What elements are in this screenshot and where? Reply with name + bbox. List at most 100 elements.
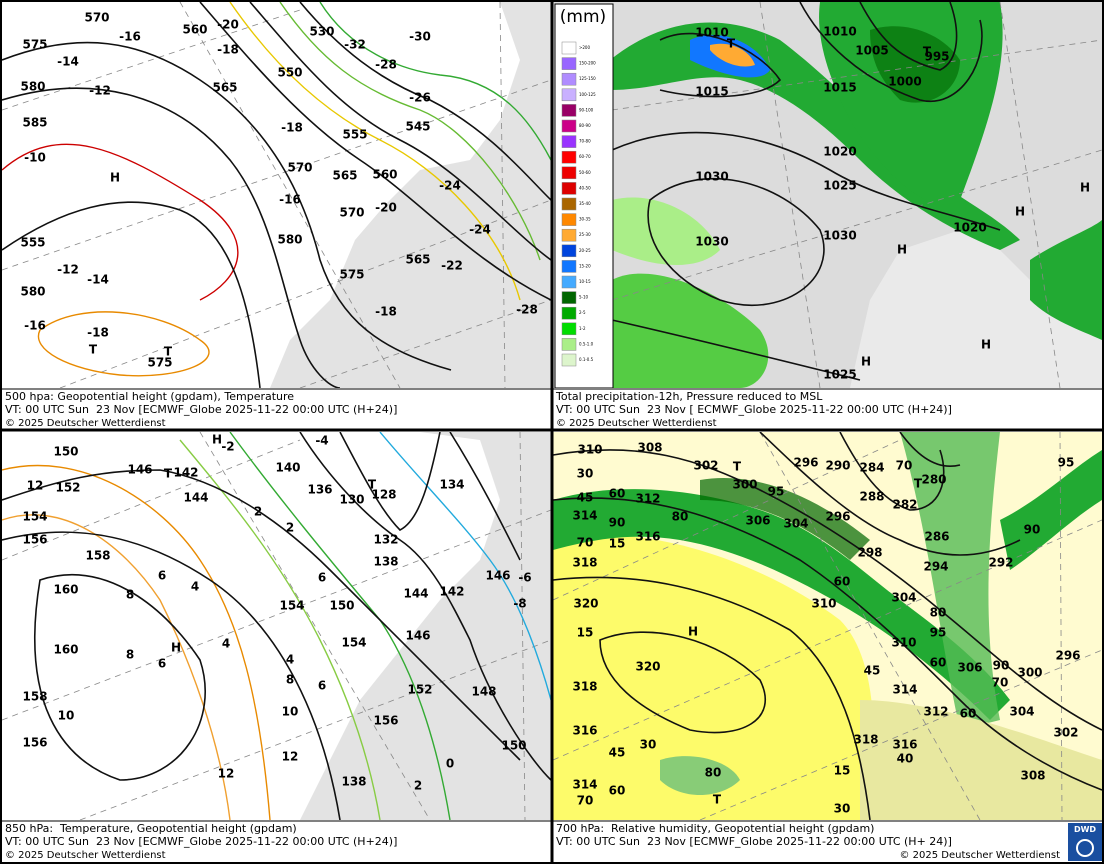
contour-label: -16 [119, 30, 141, 44]
contour-label: 60 [930, 656, 947, 670]
contour-label: 0 [446, 757, 454, 771]
contour-label: 1015 [823, 81, 856, 95]
contour-label: 150 [501, 739, 526, 753]
contour-label: 70 [577, 794, 594, 808]
legend-swatch [561, 322, 577, 336]
legend-label: 30-35 [579, 217, 591, 222]
legend-label: 80-90 [579, 123, 591, 128]
contour-label: 288 [859, 490, 884, 504]
caption-line: © 2025 Deutscher Wetterdienst [899, 850, 1060, 861]
contour-label: 30 [834, 802, 851, 816]
legend-swatch [561, 228, 577, 242]
legend-label: 15-20 [579, 263, 591, 268]
contour-label: 580 [20, 285, 45, 299]
contour-label: 8 [126, 648, 134, 662]
legend-label: >200 [579, 45, 590, 50]
contour-label: 45 [577, 491, 594, 505]
contour-label: 310 [811, 597, 836, 611]
contour-label: -18 [217, 43, 239, 57]
contour-label: 312 [923, 705, 948, 719]
contour-label: -20 [217, 18, 239, 32]
caption-line: Total precipitation-12h, Pressure reduce… [555, 390, 823, 403]
contour-label: 1020 [953, 221, 986, 235]
contour-label: 70 [896, 459, 913, 473]
contour-label: T [914, 477, 923, 491]
contour-label: 565 [405, 253, 430, 267]
contour-label: 1005 [855, 44, 888, 58]
contour-label: -28 [375, 58, 397, 72]
contour-label: 95 [930, 626, 947, 640]
legend-label: 50-60 [579, 170, 591, 175]
contour-label: 150 [329, 599, 354, 613]
contour-label: 6 [158, 657, 166, 671]
contour-label: 300 [1017, 666, 1042, 680]
contour-label: 30 [577, 467, 594, 481]
contour-label: 312 [635, 492, 660, 506]
legend-label: 20-25 [579, 248, 591, 253]
contour-label: -12 [89, 84, 111, 98]
contour-label: 6 [158, 569, 166, 583]
contour-label: 154 [279, 599, 304, 613]
contour-label: 318 [572, 556, 597, 570]
contour-label: 575 [339, 268, 364, 282]
contour-label: H [212, 433, 222, 447]
contour-label: 146 [127, 463, 152, 477]
caption-line: © 2025 Deutscher Wetterdienst [5, 418, 166, 429]
contour-label: 15 [834, 764, 851, 778]
contour-label: 1015 [695, 85, 728, 99]
contour-label: H [688, 625, 698, 639]
legend-swatch [561, 57, 577, 70]
contour-label: -20 [375, 201, 397, 215]
contour-label: 6 [318, 679, 326, 693]
contour-label: 282 [892, 498, 917, 512]
contour-label: 140 [275, 461, 300, 475]
map-500hpa [2, 2, 551, 388]
contour-label: 296 [825, 510, 850, 524]
contour-label: 130 [339, 493, 364, 507]
contour-label: 45 [864, 664, 881, 678]
contour-label: 12 [218, 767, 235, 781]
contour-label: 555 [20, 236, 45, 250]
contour-label: 575 [147, 356, 172, 370]
contour-label: 555 [342, 128, 367, 142]
legend-swatch [561, 275, 577, 289]
contour-label: 80 [930, 606, 947, 620]
contour-label: 132 [373, 533, 398, 547]
contour-label: 134 [439, 478, 464, 492]
contour-label: 565 [332, 169, 357, 183]
logo-text: DWD [1074, 825, 1096, 834]
caption-line: 700 hPa: Relative humidity, Geopotential… [556, 822, 874, 835]
contour-label: 545 [405, 120, 430, 134]
contour-label: -32 [344, 38, 366, 52]
contour-label: 144 [183, 491, 208, 505]
contour-label: 1030 [695, 235, 728, 249]
contour-label: -16 [279, 193, 301, 207]
contour-label: 154 [22, 510, 47, 524]
contour-label: -12 [57, 263, 79, 277]
contour-label: 310 [577, 443, 602, 457]
contour-label: 570 [287, 161, 312, 175]
map-850hpa [2, 432, 551, 820]
legend-swatch [561, 41, 577, 55]
contour-label: -14 [57, 55, 79, 69]
contour-label: -28 [516, 303, 538, 317]
contour-label: 142 [439, 585, 464, 599]
legend-label: 2-5 [579, 310, 586, 315]
contour-label: 550 [277, 66, 302, 80]
contour-label: 570 [84, 11, 109, 25]
legend-label: 1-2 [579, 326, 586, 331]
contour-label: 144 [403, 587, 428, 601]
legend-label: 90-100 [579, 107, 594, 112]
contour-label: 560 [372, 168, 397, 182]
legend-swatch [561, 150, 577, 164]
contour-label: T [713, 793, 722, 807]
contour-label: 128 [371, 488, 396, 502]
contour-label: 60 [609, 487, 626, 501]
legend-label: 100-125 [579, 92, 596, 97]
contour-label: T [923, 45, 932, 59]
contour-label: 316 [892, 738, 917, 752]
contour-label: 308 [1020, 769, 1045, 783]
contour-label: 2 [414, 779, 422, 793]
contour-label: 310 [891, 636, 916, 650]
